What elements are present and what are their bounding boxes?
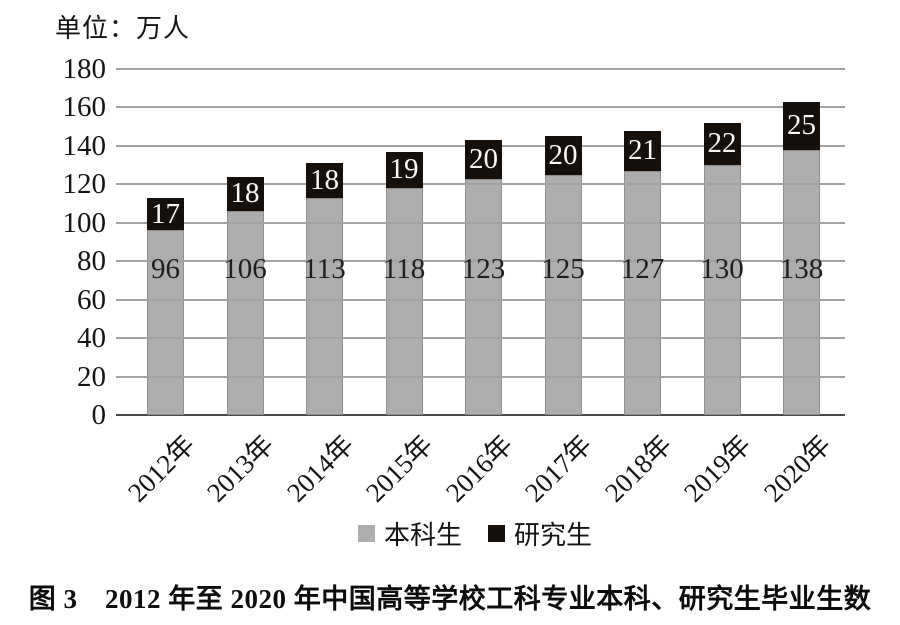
gridline-20 bbox=[116, 375, 845, 378]
undergrad-bar-segment bbox=[783, 149, 820, 415]
x-axis-tick-label: 2012年 bbox=[121, 429, 201, 508]
figure-caption: 图 3 2012 年至 2020 年中国高等学校工科专业本科、研究生毕业生数 bbox=[28, 584, 872, 614]
undergrad-bar-segment bbox=[465, 178, 502, 415]
legend-label-undergrad: 本科生 bbox=[383, 520, 462, 550]
grad-value-label: 17 bbox=[151, 197, 180, 230]
grad-value-label: 18 bbox=[310, 163, 339, 196]
y-axis-tick-label: 160 bbox=[62, 91, 107, 124]
legend-label-grad: 研究生 bbox=[514, 520, 593, 550]
x-axis-tick-label: 2014年 bbox=[280, 429, 360, 508]
grad-value-label: 20 bbox=[548, 138, 578, 171]
undergrad-bar-segment bbox=[544, 174, 582, 415]
grad-bar-segment bbox=[147, 197, 184, 231]
y-axis-tick-label: 80 bbox=[77, 245, 106, 278]
legend-item-undergrad: 本科生 bbox=[357, 515, 462, 552]
undergrad-value-label: 130 bbox=[700, 252, 744, 285]
x-axis-tick-label: 2017年 bbox=[519, 429, 598, 508]
gridline-180 bbox=[116, 68, 845, 70]
grad-bar-segment bbox=[306, 163, 343, 198]
undergrad-value-label: 127 bbox=[620, 252, 665, 285]
x-axis-tick-label: 2018年 bbox=[598, 429, 678, 508]
x-axis-tick-label: 2015年 bbox=[360, 429, 439, 508]
grad-bar-segment bbox=[703, 122, 741, 166]
undergrad-value-label: 118 bbox=[382, 252, 426, 285]
undergrad-swatch-icon bbox=[357, 524, 375, 542]
y-axis-tick-label: 60 bbox=[77, 283, 106, 316]
grad-bar-segment bbox=[783, 101, 820, 150]
gridline-40 bbox=[116, 337, 845, 340]
undergrad-bar-segment bbox=[306, 197, 343, 415]
gridline-60 bbox=[116, 298, 845, 301]
y-axis-tick-label: 140 bbox=[62, 129, 107, 162]
gridline-80 bbox=[116, 260, 845, 263]
grad-bar-segment bbox=[385, 151, 423, 189]
grad-bar-segment bbox=[226, 176, 264, 212]
gridline-120 bbox=[116, 183, 845, 186]
y-axis-unit-label: 单位：万人 bbox=[55, 14, 191, 43]
y-axis-tick-label: 180 bbox=[62, 53, 107, 85]
grad-bar-segment bbox=[544, 136, 582, 175]
grad-value-label: 22 bbox=[707, 127, 737, 160]
x-axis-tick-label: 2020年 bbox=[757, 429, 837, 508]
undergrad-value-label: 125 bbox=[541, 252, 585, 285]
y-axis-tick-label: 40 bbox=[77, 322, 106, 355]
undergrad-bar-segment bbox=[226, 211, 264, 415]
gridline-160 bbox=[116, 106, 845, 109]
chart-legend: 本科生 研究生 bbox=[50, 515, 900, 551]
x-axis-tick-label: 2019年 bbox=[678, 429, 757, 508]
grad-value-label: 25 bbox=[787, 109, 816, 142]
undergrad-value-label: 113 bbox=[303, 252, 346, 285]
y-axis-tick-label: 0 bbox=[91, 399, 107, 431]
grad-value-label: 19 bbox=[389, 153, 419, 186]
undergrad-bar-segment bbox=[703, 165, 741, 415]
gridline-100 bbox=[116, 221, 845, 224]
undergrad-value-label: 96 bbox=[151, 252, 180, 285]
grad-bar-segment bbox=[624, 130, 661, 171]
grad-value-label: 20 bbox=[469, 142, 498, 175]
y-axis-tick-label: 100 bbox=[62, 206, 107, 239]
x-axis-tick-label: 2016年 bbox=[439, 429, 519, 508]
undergrad-bar-segment bbox=[624, 170, 661, 415]
grad-bar-segment bbox=[465, 140, 502, 179]
undergrad-value-label: 106 bbox=[223, 252, 267, 285]
y-axis-tick-label: 120 bbox=[62, 168, 107, 201]
y-axis-tick-label: 20 bbox=[77, 360, 106, 393]
legend-item-grad: 研究生 bbox=[488, 515, 592, 552]
undergrad-value-label: 138 bbox=[779, 252, 824, 285]
grad-swatch-icon bbox=[488, 524, 505, 542]
undergrad-value-label: 123 bbox=[461, 252, 506, 285]
grad-value-label: 21 bbox=[628, 134, 657, 167]
x-axis-line bbox=[116, 414, 845, 416]
grad-value-label: 18 bbox=[230, 177, 260, 210]
x-axis-tick-label: 2013年 bbox=[201, 429, 280, 508]
